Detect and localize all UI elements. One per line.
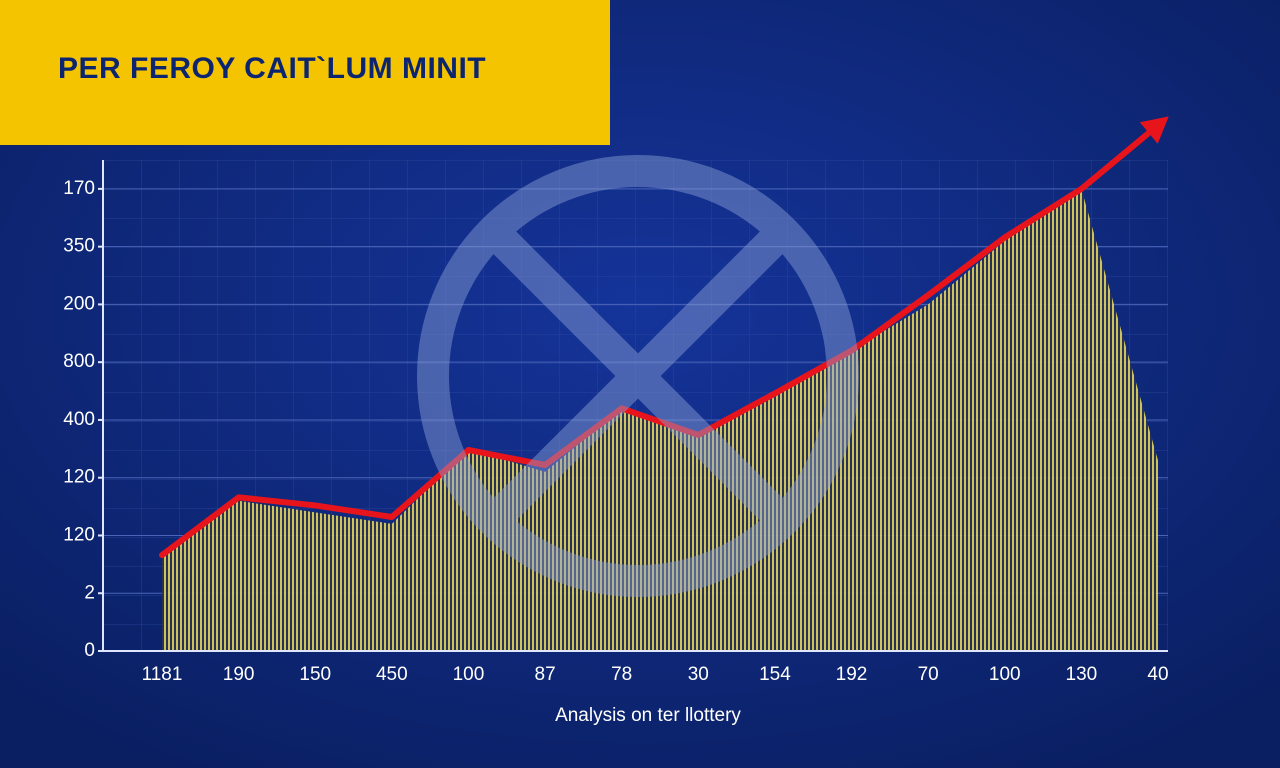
x-tick-label: 130 xyxy=(1066,664,1098,685)
x-tick-label: 87 xyxy=(535,664,556,685)
watermark-cross xyxy=(488,226,788,526)
watermark-circle xyxy=(417,155,859,597)
y-tick-label: 2 xyxy=(84,582,95,603)
plot xyxy=(103,116,1169,652)
y-tick-label: 170 xyxy=(63,178,95,199)
y-tick-label: 120 xyxy=(63,467,95,488)
x-tick-label: 100 xyxy=(453,664,485,685)
x-tick-label: 40 xyxy=(1147,664,1168,685)
arrow-head xyxy=(1139,116,1169,144)
x-tick-label: 190 xyxy=(223,664,255,685)
x-tick-label: 78 xyxy=(611,664,632,685)
x-tick-label: 1181 xyxy=(142,664,183,685)
area xyxy=(162,188,1158,651)
x-tick-label: 150 xyxy=(299,664,331,685)
x-axis-title: Analysis on ter llottery xyxy=(555,705,741,726)
title-banner xyxy=(0,0,610,145)
x-tick-label: 154 xyxy=(759,664,791,685)
y-tick-label: 0 xyxy=(84,640,95,661)
x-tick-label: 30 xyxy=(688,664,709,685)
y-tick-label: 400 xyxy=(63,409,95,430)
y-tick-label: 800 xyxy=(63,351,95,372)
chart-title: PER FEROY CAIT`LUM MINIT xyxy=(58,52,486,85)
x-tick-label: 192 xyxy=(836,664,868,685)
line xyxy=(159,122,1161,559)
y-tick-label: 350 xyxy=(63,236,95,257)
x-tick-label: 100 xyxy=(989,664,1021,685)
x-tick-label: 70 xyxy=(918,664,939,685)
x-tick-label: 450 xyxy=(376,664,408,685)
y-tick-label: 120 xyxy=(63,524,95,545)
watermark xyxy=(417,155,859,597)
y-tick-label: 200 xyxy=(63,293,95,314)
